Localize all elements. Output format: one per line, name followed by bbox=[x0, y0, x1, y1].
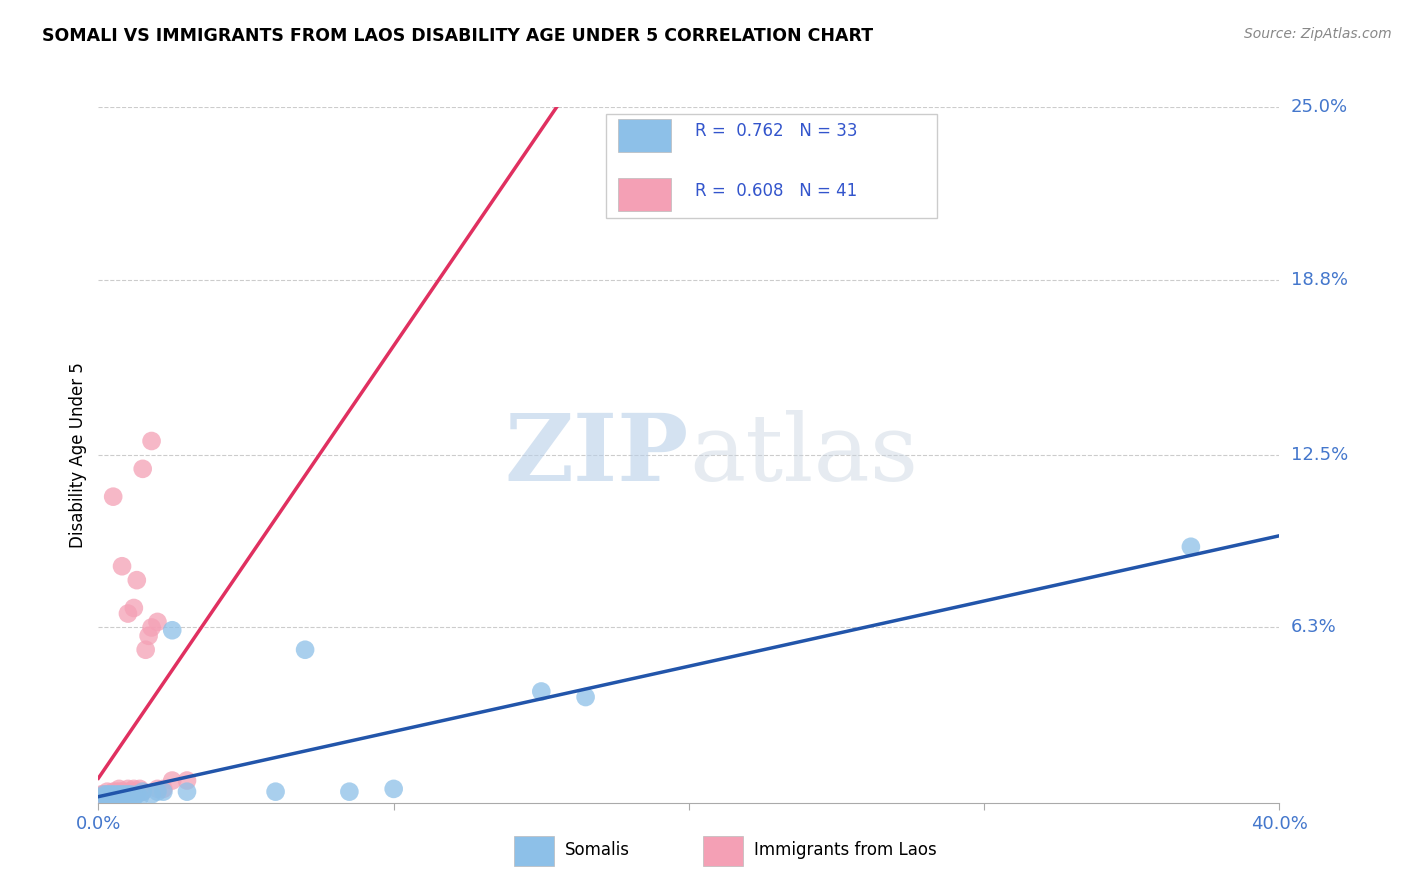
Point bbox=[114, 788, 136, 802]
Point bbox=[128, 790, 150, 805]
Text: 6.3%: 6.3% bbox=[1291, 618, 1336, 637]
Point bbox=[96, 788, 118, 802]
Point bbox=[120, 788, 142, 802]
Point bbox=[162, 773, 183, 788]
Point bbox=[132, 785, 155, 799]
Point bbox=[93, 788, 115, 802]
Point bbox=[103, 788, 125, 802]
Text: 18.8%: 18.8% bbox=[1291, 270, 1347, 289]
Point bbox=[152, 785, 174, 799]
Point bbox=[574, 690, 596, 704]
Text: R =  0.762   N = 33: R = 0.762 N = 33 bbox=[695, 122, 858, 140]
Text: 25.0%: 25.0% bbox=[1291, 98, 1348, 116]
Point bbox=[382, 781, 405, 796]
Point bbox=[264, 785, 287, 799]
Point bbox=[108, 788, 131, 802]
Point bbox=[146, 615, 169, 629]
Point bbox=[146, 781, 169, 796]
Point bbox=[96, 785, 118, 799]
Point bbox=[125, 788, 148, 802]
Point bbox=[138, 629, 160, 643]
Point bbox=[1180, 540, 1202, 554]
Point bbox=[120, 785, 142, 799]
Point bbox=[152, 781, 174, 796]
Point bbox=[108, 790, 131, 805]
Point bbox=[117, 781, 139, 796]
Point bbox=[128, 781, 150, 796]
Point bbox=[141, 434, 163, 448]
Point bbox=[90, 790, 112, 805]
Point bbox=[132, 462, 155, 476]
Point bbox=[117, 785, 139, 799]
Point bbox=[162, 624, 183, 638]
Point bbox=[90, 790, 112, 805]
Point bbox=[103, 790, 125, 805]
Point bbox=[105, 788, 128, 802]
Text: SOMALI VS IMMIGRANTS FROM LAOS DISABILITY AGE UNDER 5 CORRELATION CHART: SOMALI VS IMMIGRANTS FROM LAOS DISABILIT… bbox=[42, 27, 873, 45]
Point bbox=[117, 788, 139, 802]
Point bbox=[176, 773, 198, 788]
Point bbox=[125, 785, 148, 799]
FancyBboxPatch shape bbox=[606, 114, 936, 219]
Text: Source: ZipAtlas.com: Source: ZipAtlas.com bbox=[1244, 27, 1392, 41]
Point bbox=[105, 790, 128, 805]
Text: atlas: atlas bbox=[689, 410, 918, 500]
Point bbox=[105, 788, 128, 802]
Text: 12.5%: 12.5% bbox=[1291, 446, 1348, 464]
Point bbox=[105, 785, 128, 799]
Point bbox=[103, 785, 125, 799]
Point bbox=[141, 620, 163, 634]
Text: Immigrants from Laos: Immigrants from Laos bbox=[754, 841, 936, 859]
Text: ZIP: ZIP bbox=[505, 410, 689, 500]
Point bbox=[98, 790, 121, 805]
Point bbox=[122, 781, 145, 796]
FancyBboxPatch shape bbox=[515, 836, 554, 866]
Point bbox=[117, 607, 139, 621]
Point bbox=[111, 788, 134, 802]
FancyBboxPatch shape bbox=[619, 178, 671, 211]
Point bbox=[93, 788, 115, 802]
Y-axis label: Disability Age Under 5: Disability Age Under 5 bbox=[69, 362, 87, 548]
Point bbox=[337, 785, 360, 799]
Point bbox=[125, 573, 148, 587]
Point bbox=[132, 785, 155, 799]
Point bbox=[146, 785, 169, 799]
FancyBboxPatch shape bbox=[703, 836, 744, 866]
Point bbox=[114, 788, 136, 802]
Point bbox=[108, 781, 131, 796]
Point bbox=[111, 788, 134, 802]
Point bbox=[96, 790, 118, 805]
Point bbox=[108, 785, 131, 799]
Point bbox=[96, 790, 118, 805]
Point bbox=[176, 785, 198, 799]
Text: Somalis: Somalis bbox=[565, 841, 630, 859]
Point bbox=[111, 559, 134, 574]
Point bbox=[111, 790, 134, 805]
Point bbox=[141, 788, 163, 802]
Point bbox=[111, 785, 134, 799]
Point bbox=[108, 788, 131, 802]
Point bbox=[103, 490, 125, 504]
FancyBboxPatch shape bbox=[619, 119, 671, 153]
Point bbox=[96, 788, 118, 802]
Text: R =  0.608   N = 41: R = 0.608 N = 41 bbox=[695, 182, 858, 200]
Point bbox=[98, 788, 121, 802]
Point bbox=[98, 790, 121, 805]
Point bbox=[294, 642, 316, 657]
Point bbox=[122, 601, 145, 615]
Point bbox=[93, 790, 115, 805]
Point bbox=[530, 684, 553, 698]
Point bbox=[90, 788, 112, 802]
Point bbox=[98, 788, 121, 802]
Point bbox=[122, 790, 145, 805]
Point bbox=[135, 642, 157, 657]
Point bbox=[103, 788, 125, 802]
